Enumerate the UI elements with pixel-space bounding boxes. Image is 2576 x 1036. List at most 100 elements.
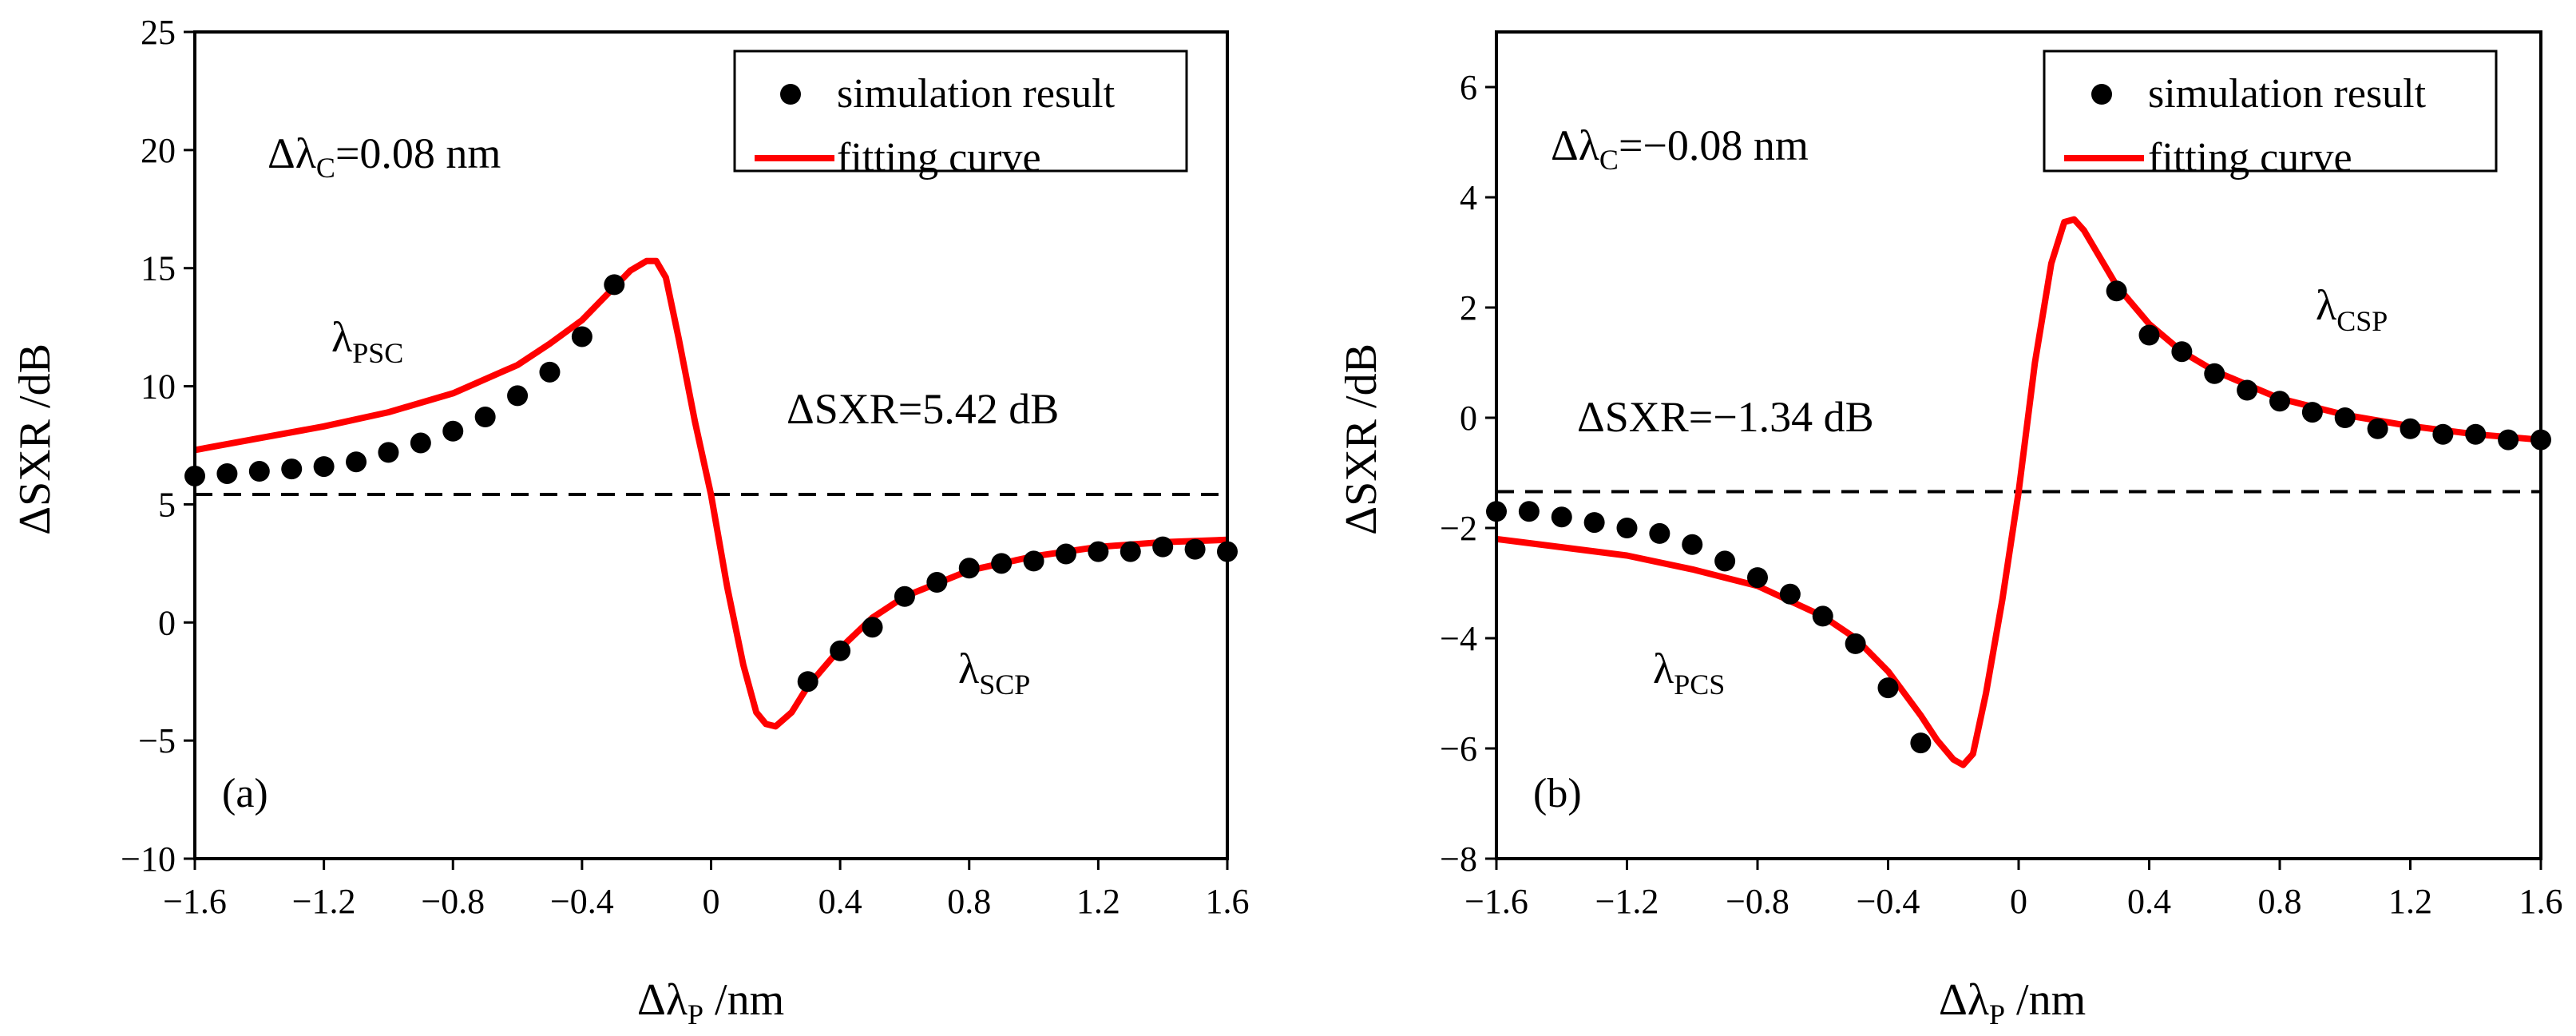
panel-b-x-tick-label: −1.2: [1595, 882, 1659, 921]
panel-a-legend-scatter-label: simulation result: [837, 71, 1116, 117]
panel-a-x-tick-label: −0.8: [421, 882, 485, 921]
panel-a-x-tick-label: 0.4: [818, 882, 862, 921]
panel-a-simulation-point: [346, 451, 367, 473]
panel-a-x-axis-label: ΔλP /nm: [637, 975, 784, 1030]
panel-b-chart: −1.6 −1.2 −0.8 −0.4 0 0.4 0.8 1.2 1.6 −8 −6 −4 −2 0 2 4…: [1337, 30, 2563, 1030]
panel-a-x-tick-label: −1.2: [292, 882, 356, 921]
panel-a-y-tick-label: 0: [158, 603, 176, 642]
panel-b-simulation-point: [2498, 429, 2519, 451]
panel-a-simulation-point: [507, 385, 529, 407]
panel-b-simulation-point: [2400, 418, 2421, 439]
panel-a-x-tick-label: 0.8: [947, 882, 991, 921]
panel-b-legend-scatter-label: simulation result: [2148, 71, 2427, 117]
panel-b-y-tick-label: −6: [1440, 729, 1477, 768]
panel-b-simulation-point: [1910, 732, 1932, 754]
panel-b-simulation-point: [2138, 324, 2160, 346]
panel-b-y-tick-label: 6: [1460, 68, 1477, 107]
panel-a-simulation-point: [410, 432, 431, 454]
panel-a-legend-dot-marker: [780, 84, 801, 105]
panel-a-y-tick-label: 15: [141, 249, 176, 288]
panel-b-y-tick-label: 0: [1460, 399, 1477, 438]
panel-a-dsxr-annotation: ΔSXR=5.42 dB: [787, 385, 1059, 433]
panel-b-x-tick-label: 1.6: [2519, 882, 2563, 921]
panel-b-simulation-point: [1551, 506, 1572, 528]
panel-a-simulation-points: [184, 274, 1238, 693]
panel-a-legend-curve-label: fitting curve: [837, 135, 1041, 181]
panel-b-simulation-point: [2106, 280, 2127, 302]
panel-b-y-tick-label: 4: [1460, 178, 1477, 217]
panel-b-simulation-points: [1486, 280, 2551, 754]
panel-a-legend-box: [733, 50, 1188, 173]
panel-a-simulation-point: [1023, 550, 1044, 572]
panel-a-simulation-point: [1152, 536, 1174, 558]
panel-a-y-tick-label: −10: [121, 840, 176, 879]
panel-a-simulation-point: [797, 671, 818, 693]
panel-b-x-tick-label: −0.8: [1726, 882, 1789, 921]
panel-a-legend: simulation result fitting curve: [733, 50, 1188, 181]
panel-a-simulation-point: [378, 442, 399, 463]
panel-b-label: (b): [1533, 771, 1582, 816]
panel-a-right-branch-label: λSCP: [958, 645, 1030, 701]
panel-a-y-tick-label: 10: [141, 367, 176, 407]
panel-a-x-tick-label: −1.6: [163, 882, 227, 921]
panel-a-y-tick-label: 5: [158, 485, 176, 524]
panel-b-x-tick-label: −0.4: [1857, 882, 1920, 921]
panel-b-legend-box: [2043, 50, 2498, 173]
panel-a-simulation-point: [313, 456, 335, 478]
panel-b-simulation-point: [1616, 518, 1638, 538]
panel-b-simulation-point: [1714, 550, 1736, 572]
panel-b-simulation-point: [2367, 418, 2388, 439]
panel-b-simulation-point: [1583, 512, 1605, 534]
panel-a-simulation-point: [1088, 541, 1109, 562]
panel-b-legend-dot-marker: [2091, 84, 2112, 105]
panel-b-dsxr-annotation: ΔSXR=−1.34 dB: [1577, 393, 1874, 441]
panel-b-simulation-point: [2269, 391, 2290, 412]
panel-a-simulation-point: [216, 462, 238, 484]
panel-b-simulation-point: [1779, 583, 1801, 605]
panel-b-simulation-point: [1877, 677, 1899, 699]
panel-b-simulation-point: [2334, 407, 2356, 428]
panel-b-delta-c-annotation: ΔλC=−0.08 nm: [1551, 121, 1809, 176]
panel-b-simulation-point: [1812, 605, 1833, 627]
panel-b-simulation-point: [2301, 402, 2323, 423]
panel-b-plot-frame: [1495, 30, 2542, 860]
panel-a-simulation-point: [474, 407, 496, 428]
panel-b-x-tick-label: 0.4: [2127, 882, 2171, 921]
panel-a-y-tick-label: 20: [141, 131, 176, 170]
panel-a-simulation-point: [571, 326, 592, 347]
panel-a-simulation-point: [991, 553, 1013, 574]
panel-a-y-tick-label: −5: [138, 721, 176, 760]
panel-b-y-tick-label: −4: [1440, 619, 1477, 658]
panel-b-simulation-point: [2432, 423, 2454, 445]
panel-a-simulation-point: [442, 420, 464, 442]
panel-b-y-tick-label: −8: [1440, 840, 1477, 879]
panel-a-simulation-point: [862, 617, 883, 638]
panel-b-legend: simulation result fitting curve: [2043, 50, 2498, 181]
panel-a-simulation-point: [926, 572, 948, 593]
panel-b-x-tick-label: 1.2: [2388, 882, 2432, 921]
panel-b-left-branch-label: λPCS: [1653, 645, 1725, 701]
panel-a-label: (a): [222, 771, 268, 816]
panel-a-simulation-point: [539, 361, 561, 383]
panel-a-y-tick-label: 25: [141, 13, 176, 52]
panel-b-simulation-point: [1682, 534, 1703, 555]
panel-a-plot-frame: [193, 30, 1229, 860]
panel-a-simulation-point: [1055, 543, 1076, 565]
panel-a-simulation-point: [604, 274, 625, 296]
panel-a-ticks: −1.6 −1.2 −0.8 −0.4 0 0.4 0.8 1.2 1.6 −10 −5 0 5 10 15…: [121, 13, 1249, 921]
panel-a-x-tick-label: 1.6: [1206, 882, 1250, 921]
panel-a-chart: −1.6 −1.2 −0.8 −0.4 0 0.4 0.8 1.2 1.6 −10 −5 0 5 10 15…: [10, 13, 1250, 1030]
panel-a-left-branch-label: λPSC: [331, 313, 403, 369]
panel-a-simulation-point: [1120, 541, 1141, 562]
panel-a-x-tick-label: 0: [703, 882, 720, 921]
panel-b-x-tick-label: −1.6: [1464, 882, 1528, 921]
panel-b-y-tick-label: 2: [1460, 288, 1477, 327]
panel-a-delta-c-annotation: ΔλC=0.08 nm: [268, 129, 501, 184]
panel-a-simulation-point: [958, 558, 980, 579]
panel-b-legend-curve-label: fitting curve: [2148, 135, 2352, 181]
panel-a-simulation-point: [830, 640, 851, 661]
panel-b-right-branch-label: λCSP: [2316, 281, 2388, 337]
panel-b-simulation-point: [1518, 501, 1540, 522]
panel-a-simulation-point: [281, 458, 303, 480]
